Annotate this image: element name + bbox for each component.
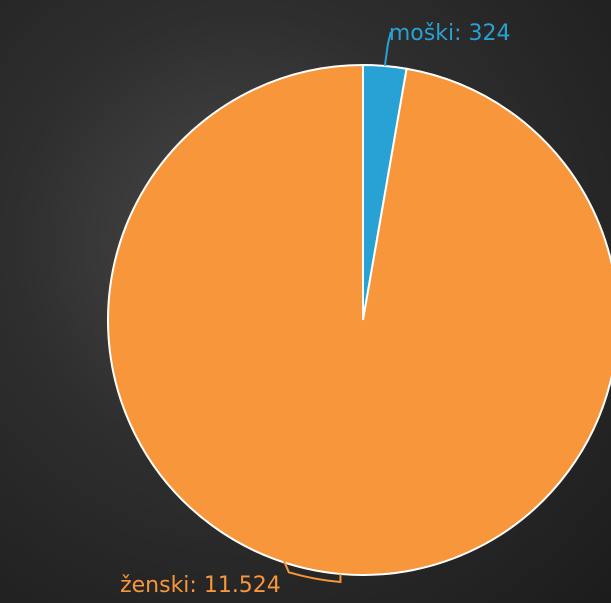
data-label: ženski: 11.524 — [120, 573, 281, 598]
pie-slice — [108, 65, 611, 575]
chart: moški: 324 ženski: 11.524 — [0, 0, 611, 603]
data-label: moški: 324 — [389, 21, 511, 46]
page: moški: 324ženski: 11.524 {"chart_data": … — [0, 0, 611, 603]
